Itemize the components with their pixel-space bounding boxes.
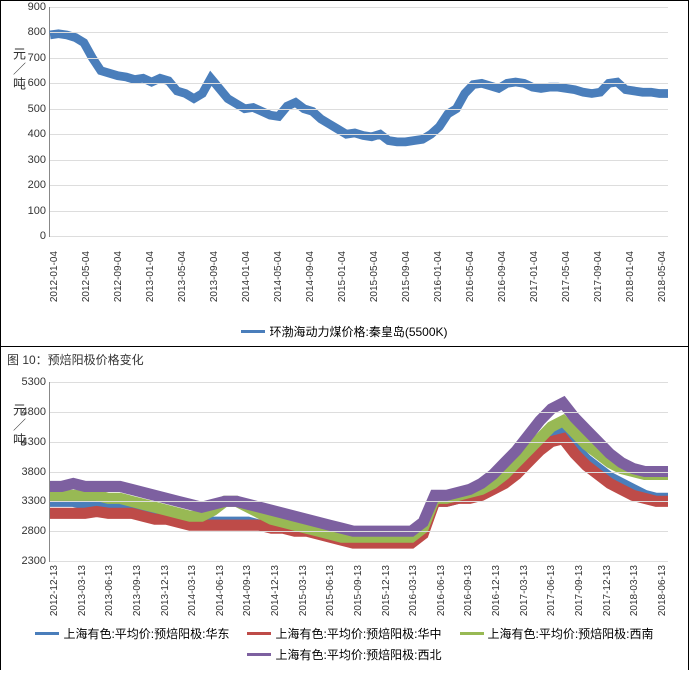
y-tick: 4800 [22, 406, 50, 418]
y-tick: 900 [28, 1, 50, 13]
x-tick: 2017-09-04 [593, 251, 604, 302]
x-tick: 2014-09-13 [242, 565, 253, 616]
y-tick: 3800 [22, 466, 50, 478]
x-tick: 2012-01-04 [49, 251, 60, 302]
x-tick: 2013-12-13 [160, 565, 171, 616]
x-tick: 2016-01-04 [433, 251, 444, 302]
y-tick: 700 [28, 52, 50, 64]
legend-label: 上海有色:平均价:预焙阳极:西北 [275, 646, 441, 663]
panel-anode-price: 图 10：预焙阳极价格变化 元／吨 2300280033003800430048… [1, 347, 688, 675]
x-tick: 2017-01-04 [529, 251, 540, 302]
y-tick: 200 [28, 179, 50, 191]
panel-coal-price: 元／吨 0100200300400500600700800900 2012-01… [1, 7, 688, 347]
x-tick: 2017-05-04 [561, 251, 572, 302]
x-tick: 2017-06-13 [546, 565, 557, 616]
legend-item: 上海有色:平均价:预焙阳极:华中 [247, 625, 441, 642]
legend-swatch [35, 632, 59, 635]
y-tick: 500 [28, 103, 50, 115]
page: 元／吨 0100200300400500600700800900 2012-01… [0, 0, 689, 670]
x-tick: 2016-09-13 [463, 565, 474, 616]
x-tick: 2014-01-04 [241, 251, 252, 302]
x-tick: 2016-12-13 [491, 565, 502, 616]
x-tick: 2018-03-13 [629, 565, 640, 616]
series-line [50, 427, 668, 540]
x-tick: 2012-05-04 [81, 251, 92, 302]
x-tick: 2013-03-13 [77, 565, 88, 616]
chart1-y-title: 元／吨 [9, 47, 28, 92]
series-line [50, 34, 668, 142]
y-tick: 400 [28, 128, 50, 140]
legend-swatch [241, 330, 265, 333]
x-tick: 2017-03-13 [519, 565, 530, 616]
x-tick: 2013-09-04 [209, 251, 220, 302]
x-tick: 2018-01-04 [625, 251, 636, 302]
legend-swatch [247, 653, 271, 656]
chart1-legend: 环渤海动力煤价格:秦皇岛(5500K) [1, 322, 688, 340]
x-tick: 2013-09-13 [132, 565, 143, 616]
y-tick: 5300 [22, 376, 50, 388]
legend-label: 环渤海动力煤价格:秦皇岛(5500K) [269, 323, 447, 340]
x-tick: 2016-05-04 [465, 251, 476, 302]
x-tick: 2015-06-13 [325, 565, 336, 616]
y-tick: 600 [28, 77, 50, 89]
x-tick: 2017-09-13 [574, 565, 585, 616]
legend-item: 上海有色:平均价:预焙阳极:华东 [35, 625, 229, 642]
chart1-x-ticks: 2012-01-04 2012-05-04 2012-09-04 2013-01-04… [49, 251, 668, 302]
legend-label: 上海有色:平均价:预焙阳极:西南 [488, 625, 654, 642]
x-tick: 2013-06-13 [104, 565, 115, 616]
y-tick: 3300 [22, 495, 50, 507]
x-tick: 2014-03-13 [187, 565, 198, 616]
x-tick: 2014-05-04 [273, 251, 284, 302]
legend-swatch [247, 632, 271, 635]
chart2-x-ticks: 2012-12-13 2013-03-13 2013-06-13 2013-09-13… [49, 565, 668, 616]
x-tick: 2017-12-13 [602, 565, 613, 616]
legend-swatch [460, 632, 484, 635]
x-tick: 2016-09-04 [497, 251, 508, 302]
legend-label: 上海有色:平均价:预焙阳极:华中 [275, 625, 441, 642]
x-tick: 2015-12-13 [381, 565, 392, 616]
chart2-legend: 上海有色:平均价:预焙阳极:华东上海有色:平均价:预焙阳极:华中上海有色:平均价… [1, 621, 688, 667]
y-tick: 100 [28, 205, 50, 217]
x-tick: 2018-05-04 [657, 251, 668, 302]
x-tick: 2015-03-13 [298, 565, 309, 616]
x-tick: 2012-09-04 [113, 251, 124, 302]
x-tick: 2014-12-13 [270, 565, 281, 616]
y-tick: 2300 [22, 555, 50, 567]
x-tick: 2015-09-04 [401, 251, 412, 302]
x-tick: 2015-05-04 [369, 251, 380, 302]
x-tick: 2014-09-04 [305, 251, 316, 302]
y-tick: 2800 [22, 525, 50, 537]
legend-item: 上海有色:平均价:预焙阳极:西北 [247, 646, 441, 663]
y-tick: 800 [28, 26, 50, 38]
chart2-plot-area: 2300280033003800430048005300 [49, 382, 668, 562]
legend-item: 上海有色:平均价:预焙阳极:西南 [460, 625, 654, 642]
x-tick: 2013-01-04 [145, 251, 156, 302]
legend-label: 上海有色:平均价:预焙阳极:华东 [63, 625, 229, 642]
x-tick: 2014-06-13 [215, 565, 226, 616]
x-tick: 2015-01-04 [337, 251, 348, 302]
x-tick: 2012-12-13 [49, 565, 60, 616]
y-tick: 300 [28, 154, 50, 166]
x-tick: 2018-06-13 [657, 565, 668, 616]
y-tick: 0 [40, 230, 50, 242]
y-tick: 4300 [22, 436, 50, 448]
x-tick: 2016-03-13 [408, 565, 419, 616]
chart2-caption: 图 10：预焙阳极价格变化 [1, 347, 688, 372]
chart1-plot-area: 0100200300400500600700800900 [49, 7, 668, 237]
legend-item: 环渤海动力煤价格:秦皇岛(5500K) [241, 323, 447, 340]
x-tick: 2015-09-13 [353, 565, 364, 616]
x-tick: 2016-06-13 [436, 565, 447, 616]
x-tick: 2013-05-04 [177, 251, 188, 302]
